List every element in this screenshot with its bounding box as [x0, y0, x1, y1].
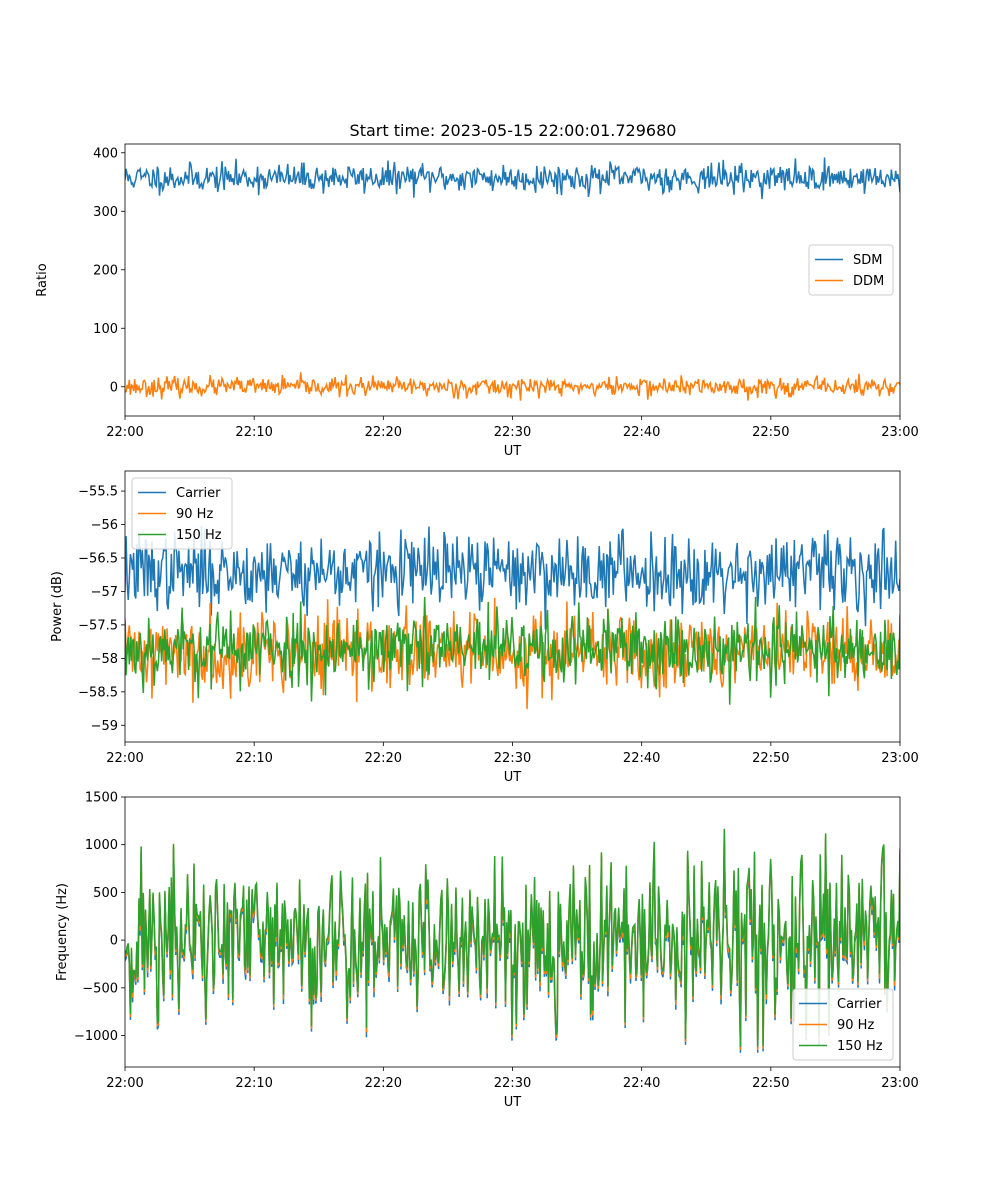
legend: Carrier 90 Hz 150 Hz — [131, 477, 233, 550]
x-tick-label: 22:30 — [494, 1076, 531, 1091]
legend-label: 90 Hz — [837, 1018, 874, 1033]
x-axis-title: UT — [504, 1095, 522, 1110]
y-tick-label: −56.5 — [78, 551, 118, 566]
legend-label: DDM — [853, 274, 884, 289]
legend-label: Carrier — [176, 486, 221, 501]
x-tick-label: 22:00 — [106, 425, 143, 440]
x-tick-label: 22:20 — [365, 751, 402, 766]
legend-box — [792, 988, 894, 1061]
x-tick-label: 23:00 — [881, 425, 918, 440]
series-line-sdm — [125, 157, 900, 200]
y-tick-label: −58.5 — [78, 685, 118, 700]
y-tick-label: 400 — [93, 146, 118, 161]
legend-box — [131, 477, 233, 550]
x-tick-label: 22:50 — [752, 751, 789, 766]
x-tick-label: 22:30 — [494, 751, 531, 766]
legend-label: SDM — [853, 253, 882, 268]
y-tick-label: −58 — [91, 652, 118, 667]
y-tick-label: −500 — [82, 981, 118, 996]
y-tick-label: −56 — [91, 518, 118, 533]
y-tick-label: −57.5 — [78, 618, 118, 633]
y-tick-label: 500 — [93, 886, 118, 901]
y-tick-label: −55.5 — [78, 485, 118, 500]
series-line-150-hz — [125, 596, 900, 705]
x-tick-label: 22:50 — [752, 1076, 789, 1091]
y-tick-label: 200 — [93, 263, 118, 278]
y-tick-label: 1500 — [85, 791, 118, 806]
x-tick-label: 22:00 — [106, 751, 143, 766]
x-tick-label: 22:30 — [494, 425, 531, 440]
x-tick-label: 22:40 — [623, 425, 660, 440]
legend: Carrier 90 Hz 150 Hz — [792, 988, 894, 1061]
x-tick-label: 23:00 — [881, 751, 918, 766]
x-tick-label: 23:00 — [881, 1076, 918, 1091]
series-line-ddm — [125, 372, 900, 401]
legend-label: Carrier — [837, 997, 882, 1012]
y-tick-label: 1000 — [85, 838, 118, 853]
chart-panels: 22:00 22:10 22:20 22:30 22:40 22:50 23:00 0 100 2… — [35, 143, 919, 1111]
x-tick-label: 22:10 — [235, 751, 272, 766]
y-axis-title: Ratio — [35, 263, 50, 296]
plot-area — [125, 471, 900, 742]
x-tick-label: 22:40 — [623, 751, 660, 766]
y-axis-title: Frequency (Hz) — [55, 883, 70, 981]
legend-label: 150 Hz — [837, 1039, 883, 1054]
chart-panel-1: 22:00 22:10 22:20 22:30 22:40 22:50 23:00 0 100 2… — [35, 143, 919, 459]
chart-panel-3: 22:00 22:10 22:20 22:30 22:40 22:50 23:00 −1000… — [55, 791, 919, 1111]
x-tick-label: 22:00 — [106, 1076, 143, 1091]
x-tick-label: 22:20 — [365, 1076, 402, 1091]
x-tick-label: 22:10 — [235, 425, 272, 440]
x-axis-title: UT — [504, 770, 522, 785]
x-tick-label: 22:20 — [365, 425, 402, 440]
y-tick-label: 0 — [110, 934, 118, 949]
legend-box — [808, 244, 894, 296]
plot-area — [125, 144, 900, 416]
legend: SDM DDM — [808, 244, 894, 296]
y-tick-label: 100 — [93, 322, 118, 337]
x-tick-label: 22:40 — [623, 1076, 660, 1091]
legend-label: 150 Hz — [176, 528, 222, 543]
x-axis-title: UT — [504, 444, 522, 459]
x-tick-label: 22:10 — [235, 1076, 272, 1091]
y-tick-label: 0 — [110, 380, 118, 395]
legend-label: 90 Hz — [176, 507, 213, 522]
figure-title: Start time: 2023-05-15 22:00:01.729680 — [350, 121, 677, 140]
chart-panel-2: 22:00 22:10 22:20 22:30 22:40 22:50 23:00 −59 −5… — [50, 470, 919, 785]
series-line-150-hz — [125, 828, 900, 1047]
y-tick-label: −59 — [91, 719, 118, 734]
y-tick-label: −1000 — [74, 1029, 118, 1044]
y-tick-label: −57 — [91, 585, 118, 600]
y-tick-label: 300 — [93, 205, 118, 220]
series-line-carrier — [125, 525, 900, 630]
y-axis-title: Power (dB) — [50, 571, 65, 642]
x-tick-label: 22:50 — [752, 425, 789, 440]
